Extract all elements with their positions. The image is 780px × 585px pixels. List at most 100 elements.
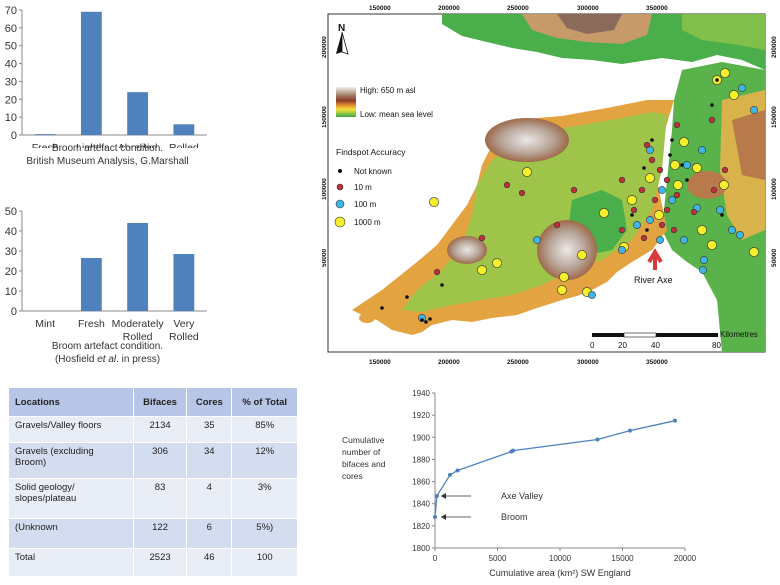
findspot-markers [380, 68, 759, 324]
x-tick-label: 20000 [674, 554, 697, 563]
findspot-100m [683, 161, 691, 169]
table-cell: 4 [186, 478, 233, 519]
bottom-tick: 200000 [438, 359, 460, 366]
x-tick-label: Fresh [78, 318, 105, 330]
findspot-10m [656, 166, 664, 174]
table-cell: 306 [132, 442, 188, 479]
north-arrow-icon [336, 31, 349, 55]
x-tick-label: 10000 [549, 554, 572, 563]
caption-post: . in press) [116, 354, 161, 365]
findspot-not-known [650, 138, 654, 142]
y-tick-label: 10 [5, 286, 17, 298]
table-cell: 100 [231, 548, 298, 577]
bar [34, 134, 56, 135]
table-cell: 35 [186, 416, 233, 443]
y-axis-title: cores [342, 471, 363, 481]
findspot-10m [663, 206, 671, 214]
bar [173, 254, 195, 311]
findspot-100m [588, 291, 596, 299]
y-tick-label: 40 [5, 226, 17, 238]
cumulative-chart-panel: 1800 1820 1840 1860 1880 1900 1920 1940 0 5000 100… [330, 385, 710, 580]
north-label: N [338, 23, 345, 34]
findspot-100m [658, 186, 666, 194]
data-point [433, 515, 437, 519]
right-tick: 100000 [771, 178, 778, 200]
findspot-not-known [424, 320, 428, 324]
chart-2-caption-line2: (Hosfield et al. in press) [0, 353, 215, 366]
river-axe-label: River Axe [634, 275, 673, 285]
elevation-high-label: High: 650 m asl [360, 86, 416, 95]
findspot-10m [673, 191, 681, 199]
y-tick-label: 0 [11, 130, 17, 142]
findspot-10m [570, 186, 578, 194]
x-tick-label: Rolled [169, 331, 199, 341]
findspot-map: River Axe N High: 650 m asl Low: mean se… [321, 5, 778, 366]
left-tick: 200000 [322, 36, 328, 58]
y-axis-title: Cumulative [342, 435, 385, 445]
left-tick: 150000 [322, 106, 328, 128]
x-tick-label: Mint [35, 318, 55, 330]
bar [127, 223, 149, 311]
y-tick-label: 1940 [412, 389, 430, 398]
findspot-not-known [645, 228, 649, 232]
y-tick-label: 10 [5, 112, 17, 124]
left-tick: 100000 [322, 178, 328, 200]
findspot-1000m [557, 285, 567, 295]
col-header-locations: Locations [8, 387, 134, 417]
x-tick-label: Moderately [112, 318, 165, 330]
scale-tick: 40 [651, 341, 660, 350]
y-tick-label: 50 [5, 206, 17, 218]
y-tick-label: 1840 [412, 500, 430, 509]
findspot-10m [618, 226, 626, 234]
table-cell: 3% [231, 478, 298, 519]
findspot-100m [533, 236, 541, 244]
findspot-100m [668, 196, 676, 204]
legend-not-known-symbol [338, 169, 342, 173]
findspot-not-known [642, 166, 646, 170]
bottom-tick: 350000 [646, 359, 668, 366]
findspot-10m [478, 234, 486, 242]
y-tick-label: 1880 [412, 455, 430, 464]
findspot-10m [433, 268, 441, 276]
top-tick: 350000 [646, 5, 668, 12]
findspot-100m [738, 84, 746, 92]
bottom-tick: 300000 [577, 359, 599, 366]
col-header-pct: % of Total [231, 387, 298, 417]
findspot-10m [658, 221, 666, 229]
findspot-not-known [720, 213, 724, 217]
top-tick: 150000 [369, 5, 391, 12]
chart-1-caption-line1: Broom artefact condition. [51, 143, 164, 154]
findspot-10m [503, 181, 511, 189]
table-cell: 85% [231, 416, 298, 443]
findspot-100m [736, 231, 744, 239]
top-tick: 300000 [577, 5, 599, 12]
y-tick-label: 1820 [412, 522, 430, 531]
y-tick-label: 1860 [412, 478, 430, 487]
findspot-10m [663, 176, 671, 184]
findspot-100m [618, 246, 626, 254]
series-line [434, 420, 676, 518]
legend-1000m: 1000 m [354, 218, 381, 227]
findspot-100m [700, 256, 708, 264]
findspot-not-known [680, 163, 684, 167]
annotation-arrow-head [441, 514, 446, 520]
scale-tick: 20 [618, 341, 627, 350]
findspot-not-known [420, 318, 424, 322]
findspot-1000m [429, 197, 439, 207]
caption-italic: et al [97, 354, 117, 365]
findspot-100m [646, 146, 654, 154]
left-tick: 50000 [322, 249, 328, 267]
findspot-not-known [710, 103, 714, 107]
chart-1-svg: 010203040506070FreshLightlyAbradedAbrade… [5, 5, 207, 167]
data-point [673, 418, 677, 423]
findspot-10m [638, 186, 646, 194]
river-axe-arrow [647, 248, 663, 270]
findspot-not-known [405, 295, 409, 299]
table-cell: 83 [132, 478, 188, 519]
findspot-100m [680, 236, 688, 244]
y-axis-title: number of [342, 447, 381, 457]
data-point [434, 493, 439, 498]
y-tick-label: 60 [5, 23, 17, 35]
findspot-title: Findspot Accuracy [336, 147, 406, 157]
